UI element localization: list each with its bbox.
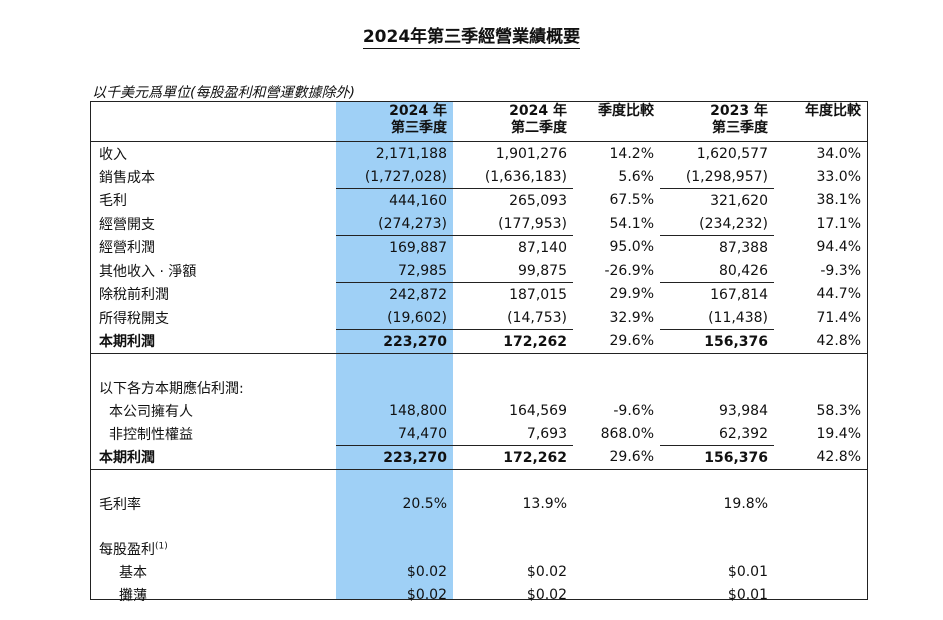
row-label: 經營開支	[99, 216, 155, 233]
row-label: 本公司擁有人	[109, 403, 193, 420]
unit-note: 以千美元爲單位(每股盈利和營運數據除外)	[92, 85, 355, 101]
table-frame	[90, 101, 868, 600]
table-row: 除稅前利潤 242,872 187,015 29.9% 167,814 44.7…	[91, 283, 867, 307]
section-heading: 以下各方本期應佔利潤:	[99, 380, 244, 397]
table-row: 攤薄 $0.02 $0.02 $0.01	[91, 583, 867, 606]
row-label: 收入	[99, 146, 127, 163]
header-2024-q3: 2024 年第三季度	[336, 102, 453, 142]
table-row: 本公司擁有人 148,800 164,569 -9.6% 93,984 58.3…	[91, 399, 867, 422]
page-title: 2024年第三季經營業績概要	[362, 27, 581, 49]
row-label: 毛利率	[99, 496, 141, 513]
header-row: 2024 年第三季度 2024 年第二季度 季度比較 2023 年第三季度 年度…	[91, 102, 867, 142]
row-label: 經營利潤	[99, 240, 155, 257]
footnote-marker: (1)	[155, 540, 168, 551]
row-label: 攤薄	[119, 587, 147, 604]
results-table: 2024 年第三季度 2024 年第二季度 季度比較 2023 年第三季度 年度…	[91, 102, 867, 606]
table-row: 收入 2,171,188 1,901,276 14.2% 1,620,577 3…	[91, 142, 867, 166]
table-row-total: 本期利潤 223,270 172,262 29.6% 156,376 42.8%	[91, 445, 867, 470]
row-label: 除稅前利潤	[99, 287, 169, 304]
section-heading-row: 以下各方本期應佔利潤:	[91, 376, 867, 399]
row-label: 銷售成本	[99, 169, 155, 186]
table-row: 經營開支 (274,273) (177,953) 54.1% (234,232)…	[91, 212, 867, 236]
row-label: 本期利潤	[91, 329, 336, 354]
section-heading: 每股盈利(1)	[99, 540, 168, 558]
spacer-row	[91, 515, 867, 537]
table-row: 毛利率 20.5% 13.9% 19.8%	[91, 492, 867, 515]
row-label: 所得稅開支	[99, 310, 169, 327]
table-row: 非控制性權益 74,470 7,693 868.0% 62,392 19.4%	[91, 422, 867, 446]
table-row: 其他收入 · 淨額 72,985 99,875 -26.9% 80,426 -9…	[91, 259, 867, 283]
header-2023-q3: 2023 年第三季度	[660, 102, 774, 142]
header-yoy: 年度比較	[774, 102, 867, 142]
table-row: 基本 $0.02 $0.02 $0.01	[91, 560, 867, 583]
table-row: 銷售成本 (1,727,028) (1,636,183) 5.6% (1,298…	[91, 165, 867, 189]
row-label: 其他收入 · 淨額	[99, 263, 197, 280]
row-label: 非控制性權益	[109, 426, 193, 443]
row-label: 毛利	[99, 193, 127, 210]
row-label: 基本	[119, 564, 147, 581]
spacer-row	[91, 470, 867, 493]
row-label: 本期利潤	[91, 445, 336, 470]
spacer-row	[91, 354, 867, 377]
section-heading-row: 每股盈利(1)	[91, 537, 867, 560]
table-row: 所得稅開支 (19,602) (14,753) 32.9% (11,438) 7…	[91, 306, 867, 330]
header-2024-q2: 2024 年第二季度	[453, 102, 573, 142]
table-row-total: 本期利潤 223,270 172,262 29.6% 156,376 42.8%	[91, 329, 867, 354]
header-qoq: 季度比較	[573, 102, 660, 142]
table-row: 毛利 444,160 265,093 67.5% 321,620 38.1%	[91, 189, 867, 213]
table-row: 經營利潤 169,887 87,140 95.0% 87,388 94.4%	[91, 236, 867, 260]
